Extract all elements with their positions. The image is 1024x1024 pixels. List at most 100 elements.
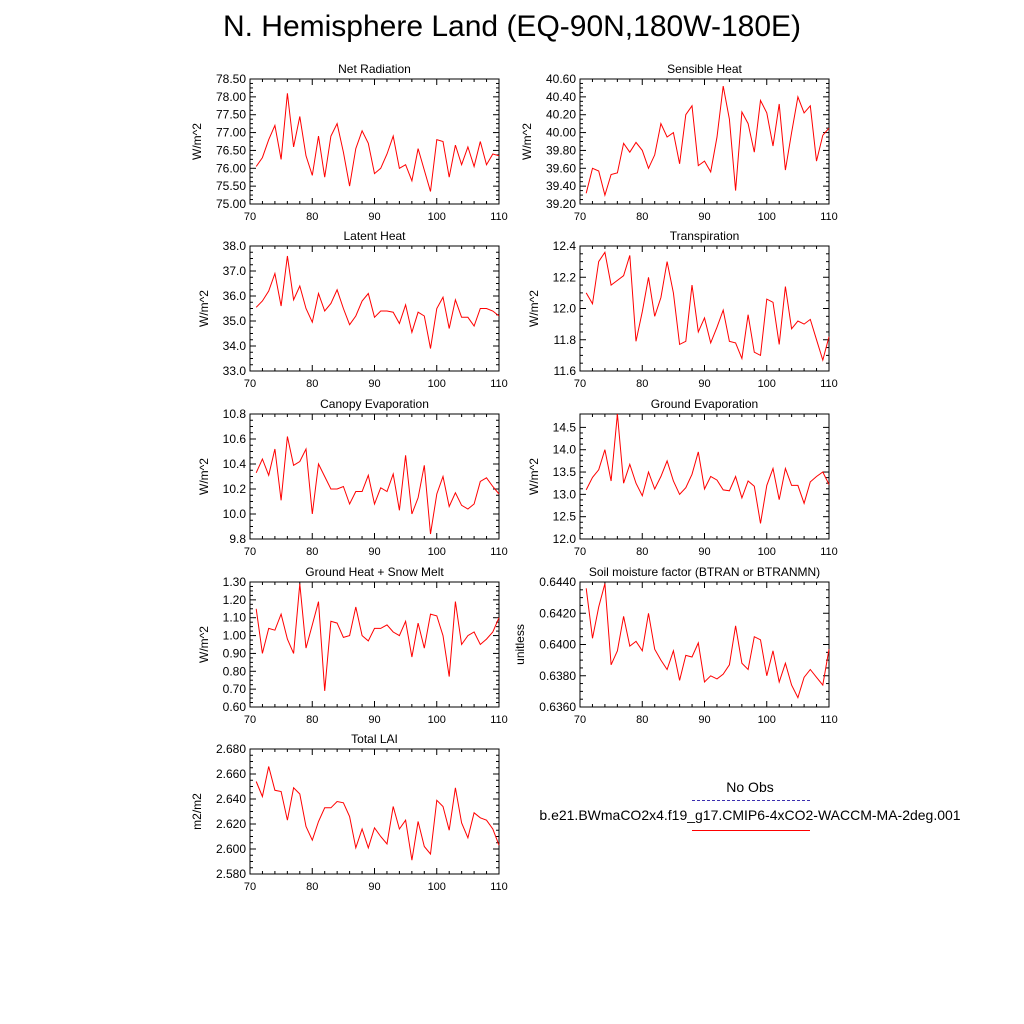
panel-1-x-tick-label: 100 bbox=[428, 211, 446, 223]
panel-1-x-tick-label: 110 bbox=[490, 211, 508, 223]
panel-2-x-tick-label: 90 bbox=[698, 211, 710, 223]
panel-4-x-tick-label: 80 bbox=[636, 378, 648, 390]
panel-2-x-tick-label: 110 bbox=[820, 211, 838, 223]
panel-3-x-tick-label: 70 bbox=[244, 378, 256, 390]
panel-4-y-tick-label: 12.0 bbox=[553, 302, 577, 316]
panel-9-x-tick-label: 90 bbox=[368, 881, 380, 893]
panel-5-y-tick-label: 10.4 bbox=[223, 457, 247, 471]
panel-2-y-tick-label: 39.20 bbox=[546, 197, 576, 211]
panel-2-y-tick-label: 40.20 bbox=[546, 108, 576, 122]
panel-3-y-tick-label: 37.0 bbox=[223, 264, 247, 278]
panel-9-x-tick-label: 80 bbox=[306, 881, 318, 893]
panel-9-x-tick-label: 110 bbox=[490, 881, 508, 893]
panel-2-series-line bbox=[585, 86, 830, 197]
panel-1-y-tick-label: 77.00 bbox=[216, 126, 246, 140]
panel-5-x-tick-label: 110 bbox=[490, 546, 508, 558]
panel-6-y-tick-label: 14.0 bbox=[553, 443, 577, 457]
panel-3-series-line bbox=[255, 255, 500, 349]
panel-7-y-tick-label: 0.60 bbox=[223, 700, 247, 714]
panel-9-y-tick-label: 2.680 bbox=[216, 742, 246, 756]
panel-8-frame bbox=[579, 581, 830, 708]
panel-7-y-tick-label: 1.30 bbox=[223, 575, 247, 589]
panel-5-x-tick-label: 90 bbox=[368, 546, 380, 558]
panel-7-y-tick-label: 1.10 bbox=[223, 611, 247, 625]
panel-8-title: Soil moisture factor (BTRAN or BTRANMN) bbox=[589, 565, 820, 579]
panel-7-y-tick-label: 0.90 bbox=[223, 646, 247, 660]
panel-3-x-tick-label: 90 bbox=[368, 378, 380, 390]
panel-6-x-tick-label: 70 bbox=[574, 546, 586, 558]
panel-5-x-tick-label: 70 bbox=[244, 546, 256, 558]
panel-7-title: Ground Heat + Snow Melt bbox=[305, 565, 444, 579]
panel-2-y-tick-label: 40.40 bbox=[546, 90, 576, 104]
panel-6-x-tick-label: 100 bbox=[758, 546, 776, 558]
panel-7-y-tick-label: 1.00 bbox=[223, 629, 247, 643]
panel-8-y-tick-label: 0.6360 bbox=[539, 700, 576, 714]
panel-5-y-tick-label: 10.2 bbox=[223, 482, 247, 496]
panel-4-x-tick-label: 90 bbox=[698, 378, 710, 390]
panel-9-x-tick-label: 100 bbox=[428, 881, 446, 893]
panel-8-series-line bbox=[585, 583, 830, 699]
legend-case-line bbox=[692, 830, 810, 831]
panel-9-series-line bbox=[255, 766, 500, 861]
panel-8-y-label: unitless bbox=[513, 624, 527, 665]
panel-1-y-tick-label: 78.50 bbox=[216, 72, 246, 86]
panel-8-y-tick-label: 0.6400 bbox=[539, 638, 576, 652]
panel-3-title: Latent Heat bbox=[343, 229, 406, 243]
panel-5-y-tick-label: 9.8 bbox=[229, 532, 246, 546]
panel-6-x-tick-label: 90 bbox=[698, 546, 710, 558]
panel-8-y-tick-label: 0.6380 bbox=[539, 669, 576, 683]
panel-6-y-tick-label: 12.0 bbox=[553, 532, 577, 546]
panel-4-y-tick-label: 11.6 bbox=[554, 364, 577, 378]
panel-3-y-tick-label: 38.0 bbox=[223, 239, 247, 253]
panel-2-frame bbox=[579, 78, 830, 205]
panel-1-y-tick-label: 76.50 bbox=[216, 143, 246, 157]
panel-5-series-line bbox=[255, 436, 500, 535]
panel-7-x-tick-label: 90 bbox=[368, 714, 380, 726]
panel-1-x-tick-label: 70 bbox=[244, 211, 256, 223]
panel-8-x-tick-label: 100 bbox=[758, 714, 776, 726]
panel-6-y-tick-label: 13.0 bbox=[553, 487, 577, 501]
panel-9-x-tick-label: 70 bbox=[244, 881, 256, 893]
panel-3-x-tick-label: 110 bbox=[490, 378, 508, 390]
panel-3-x-tick-label: 80 bbox=[306, 378, 318, 390]
panel-8-x-tick-label: 90 bbox=[698, 714, 710, 726]
panel-1-y-tick-label: 75.00 bbox=[216, 197, 246, 211]
panel-5-x-tick-label: 80 bbox=[306, 546, 318, 558]
panel-9-y-tick-label: 2.580 bbox=[216, 867, 246, 881]
panel-3-y-label: W/m^2 bbox=[197, 290, 211, 327]
panel-2-x-tick-label: 80 bbox=[636, 211, 648, 223]
panel-7-x-tick-label: 70 bbox=[244, 714, 256, 726]
panel-4-y-tick-label: 12.2 bbox=[553, 270, 577, 284]
panel-6-y-tick-label: 13.5 bbox=[553, 465, 577, 479]
panel-6-y-tick-label: 12.5 bbox=[553, 510, 577, 524]
legend-case-label: b.e21.BWmaCO2x4.f19_g17.CMIP6-4xCO2-WACC… bbox=[539, 807, 961, 823]
panel-3-frame bbox=[249, 245, 500, 372]
panel-8-y-tick-label: 0.6440 bbox=[539, 575, 576, 589]
panel-9-y-tick-label: 2.640 bbox=[216, 792, 246, 806]
panel-1-y-tick-label: 75.50 bbox=[216, 179, 246, 193]
panel-4-y-tick-label: 12.4 bbox=[553, 239, 577, 253]
panel-3-y-tick-label: 33.0 bbox=[223, 364, 247, 378]
panel-4-x-tick-label: 110 bbox=[820, 378, 838, 390]
panel-5-y-tick-label: 10.6 bbox=[223, 432, 247, 446]
panel-4-series-line bbox=[585, 251, 830, 362]
panel-7-y-tick-label: 0.80 bbox=[223, 664, 247, 678]
panel-5-y-label: W/m^2 bbox=[197, 458, 211, 495]
panel-2-y-tick-label: 40.00 bbox=[546, 126, 576, 140]
panel-8-x-tick-label: 80 bbox=[636, 714, 648, 726]
panel-2-y-label: W/m^2 bbox=[520, 123, 534, 160]
panel-3-y-tick-label: 36.0 bbox=[223, 289, 247, 303]
panel-4-x-tick-label: 100 bbox=[758, 378, 776, 390]
panel-6-title: Ground Evaporation bbox=[651, 397, 758, 411]
panel-4-x-tick-label: 70 bbox=[574, 378, 586, 390]
panel-8-x-tick-label: 110 bbox=[820, 714, 838, 726]
panel-7-y-tick-label: 1.20 bbox=[223, 593, 247, 607]
panel-8-x-tick-label: 70 bbox=[574, 714, 586, 726]
panel-2-y-tick-label: 39.80 bbox=[546, 143, 576, 157]
panel-4-y-label: W/m^2 bbox=[527, 290, 541, 327]
panel-1-series-line bbox=[255, 93, 500, 192]
panel-9-y-tick-label: 2.660 bbox=[216, 767, 246, 781]
panel-2-x-tick-label: 70 bbox=[574, 211, 586, 223]
panel-1-x-tick-label: 90 bbox=[368, 211, 380, 223]
